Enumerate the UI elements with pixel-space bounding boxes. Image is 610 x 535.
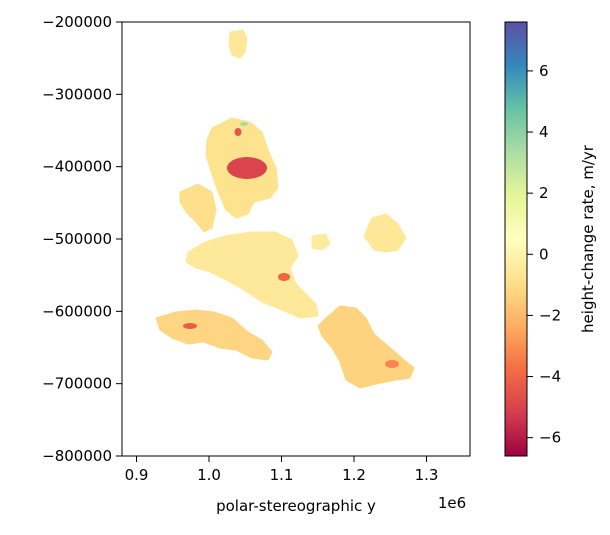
x-tick-label: 1.0: [197, 466, 221, 484]
region-central-body: [185, 231, 319, 319]
region-southwest-lobe: [155, 309, 273, 361]
x-axis-label: polar-stereographic y: [216, 497, 376, 515]
y-tick-label: −300000: [42, 85, 112, 103]
region-large-negative-anomaly: [227, 157, 267, 179]
y-tick-label: −400000: [42, 158, 112, 176]
x-tick-label: 1.1: [270, 466, 294, 484]
region-small-northern-patch: [228, 29, 248, 59]
colorbar-label: height-change rate, m/yr: [579, 144, 597, 333]
region-southwest-anomaly: [183, 323, 197, 329]
colorbar-tick-label: −2: [539, 306, 561, 324]
region-southeast-anomaly: [385, 360, 399, 368]
region-eastern-patch: [311, 233, 331, 251]
colorbar-tick-label: −6: [539, 429, 561, 447]
colorbar-axis: 6 4 2 0 −2 −4 −6: [527, 62, 561, 447]
region-western-arm: [179, 183, 217, 233]
colorbar-tick-label: 0: [539, 245, 549, 263]
x-tick-label: 0.9: [125, 466, 149, 484]
x-tick-label: 1.2: [342, 466, 366, 484]
y-tick-label: −800000: [42, 447, 112, 465]
y-tick-label: −700000: [42, 375, 112, 393]
height-change-field: [155, 29, 415, 389]
y-tick-label: −200000: [42, 13, 112, 31]
x-tick-label: 1.3: [415, 466, 439, 484]
colorbar-tick-label: 4: [539, 123, 549, 141]
colorbar-tick-label: 2: [539, 184, 549, 202]
x-axis-offset-label: 1e6: [438, 494, 466, 512]
x-axis: 0.9 1.0 1.1 1.2 1.3: [125, 456, 439, 484]
colorbar-tick-label: −4: [539, 368, 561, 386]
y-axis: −200000 −300000 −400000 −500000 −600000 −7000…: [42, 13, 122, 465]
y-tick-label: −600000: [42, 302, 112, 320]
colorbar: [504, 21, 528, 457]
region-small-negative-anomaly: [234, 128, 242, 136]
region-far-east-patch: [363, 213, 407, 253]
colorbar-tick-label: 6: [539, 62, 549, 80]
y-tick-label: −500000: [42, 230, 112, 248]
region-central-anomaly: [278, 273, 290, 281]
plot-area: [122, 22, 470, 456]
region-positive-anomaly: [240, 122, 248, 126]
